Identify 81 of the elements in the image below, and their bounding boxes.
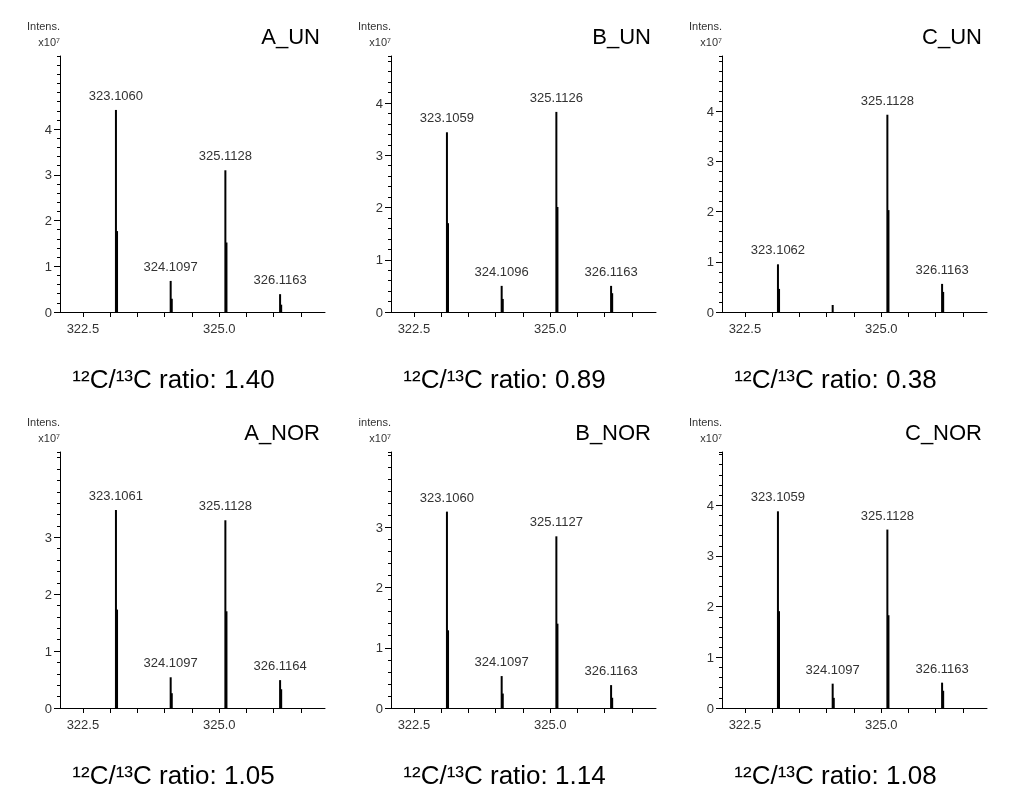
y-tick-label: 3 bbox=[44, 167, 52, 183]
annotation: 324.1097 bbox=[143, 655, 198, 671]
x-tick-label: 322.5 bbox=[397, 321, 431, 336]
y-tick-label: 3 bbox=[375, 147, 383, 163]
text: ¹²C/¹³C ratio: 0.38 bbox=[734, 364, 937, 394]
y-tick-label: 0 bbox=[375, 304, 383, 320]
annotation: 323.1059 bbox=[750, 489, 806, 505]
annotation: 326.1163 bbox=[253, 272, 307, 288]
annotation: 323.1059 bbox=[419, 110, 475, 126]
x-tick-label: 322.5 bbox=[66, 321, 100, 336]
y-tick-label: 0 bbox=[44, 700, 52, 716]
y-tick-label: 0 bbox=[706, 700, 714, 716]
annotation: 324.1097 bbox=[474, 654, 529, 670]
y-tick-label: 1 bbox=[44, 258, 52, 274]
y-tick-label: 0 bbox=[706, 304, 714, 320]
y-tick-label: 0 bbox=[44, 304, 52, 320]
chart-title: C_UN bbox=[922, 23, 983, 49]
x-tick-label: 325.0 bbox=[202, 717, 236, 732]
y-tick-label: 2 bbox=[375, 580, 383, 596]
y-axis-title: Intens. x10⁷ bbox=[688, 416, 723, 444]
y-tick-label: 4 bbox=[375, 95, 383, 111]
annotation: 325.1128 bbox=[860, 92, 914, 108]
y-tick-label: 1 bbox=[44, 643, 52, 659]
annotation: 323.1062 bbox=[750, 242, 806, 258]
annotation: 323.1061 bbox=[88, 488, 144, 504]
annotation: 323.1060 bbox=[88, 87, 144, 103]
chart-title: A_NOR bbox=[244, 419, 320, 445]
x-tick-label: 325.0 bbox=[202, 321, 236, 336]
y-tick-label: 4 bbox=[44, 121, 52, 137]
y-tick-label: 4 bbox=[706, 103, 714, 119]
y-tick-label: 2 bbox=[375, 200, 383, 216]
chart-title: B_UN bbox=[592, 23, 651, 49]
annotation: 325.1128 bbox=[198, 498, 252, 514]
chart-title: B_NOR bbox=[575, 419, 651, 445]
text: ¹²C/¹³C ratio: 1.05 bbox=[72, 760, 275, 790]
annotation: 325.1126 bbox=[529, 89, 583, 105]
y-axis-title: Intens. x10⁷ bbox=[26, 20, 61, 48]
y-axis-title: Intens. x10⁷ bbox=[357, 20, 392, 48]
annotation: 326.1163 bbox=[584, 263, 638, 279]
y-tick-label: 4 bbox=[706, 497, 714, 513]
y-tick-label: 2 bbox=[706, 599, 714, 615]
x-tick-label: 322.5 bbox=[66, 717, 100, 732]
text: ¹²C/¹³C ratio: 1.14 bbox=[403, 760, 606, 790]
y-axis-title: Intens. x10⁷ bbox=[688, 20, 723, 48]
y-tick-label: 2 bbox=[44, 586, 52, 602]
y-tick-label: 1 bbox=[375, 640, 383, 656]
y-axis-title: intens. x10⁷ bbox=[358, 416, 392, 444]
y-tick-label: 1 bbox=[375, 252, 383, 268]
text: ¹²C/¹³C ratio: 0.89 bbox=[403, 364, 606, 394]
annotation: 326.1163 bbox=[584, 663, 638, 679]
annotation: 325.1128 bbox=[860, 507, 914, 523]
x-tick-label: 325.0 bbox=[533, 321, 567, 336]
y-tick-label: 1 bbox=[706, 254, 714, 270]
annotation: 326.1163 bbox=[915, 660, 969, 676]
y-tick-label: 0 bbox=[375, 700, 383, 716]
x-tick-label: 325.0 bbox=[864, 717, 898, 732]
annotation: 324.1097 bbox=[805, 661, 860, 677]
annotation: 325.1128 bbox=[198, 148, 252, 164]
y-tick-label: 3 bbox=[706, 153, 714, 169]
y-tick-label: 3 bbox=[44, 529, 52, 545]
x-tick-label: 322.5 bbox=[728, 717, 762, 732]
annotation: 326.1164 bbox=[253, 658, 307, 674]
text: ¹²C/¹³C ratio: 1.08 bbox=[734, 760, 937, 790]
text: ¹²C/¹³C ratio: 1.40 bbox=[72, 364, 275, 394]
annotation: 326.1163 bbox=[915, 261, 969, 277]
y-tick-label: 3 bbox=[706, 548, 714, 564]
x-tick-label: 325.0 bbox=[533, 717, 567, 732]
y-axis-title: Intens. x10⁷ bbox=[26, 416, 61, 444]
chart-title: C_NOR bbox=[904, 419, 982, 445]
x-tick-label: 325.0 bbox=[864, 321, 898, 336]
chart-title: A_UN bbox=[261, 23, 320, 49]
y-tick-label: 3 bbox=[375, 519, 383, 535]
annotation: 323.1060 bbox=[419, 489, 475, 505]
x-tick-label: 322.5 bbox=[728, 321, 762, 336]
y-tick-label: 2 bbox=[706, 204, 714, 220]
y-tick-label: 2 bbox=[44, 213, 52, 229]
annotation: 324.1096 bbox=[474, 263, 529, 279]
annotation: 324.1097 bbox=[143, 258, 198, 274]
x-tick-label: 322.5 bbox=[397, 717, 431, 732]
y-tick-label: 1 bbox=[706, 649, 714, 665]
annotation: 325.1127 bbox=[529, 514, 583, 530]
